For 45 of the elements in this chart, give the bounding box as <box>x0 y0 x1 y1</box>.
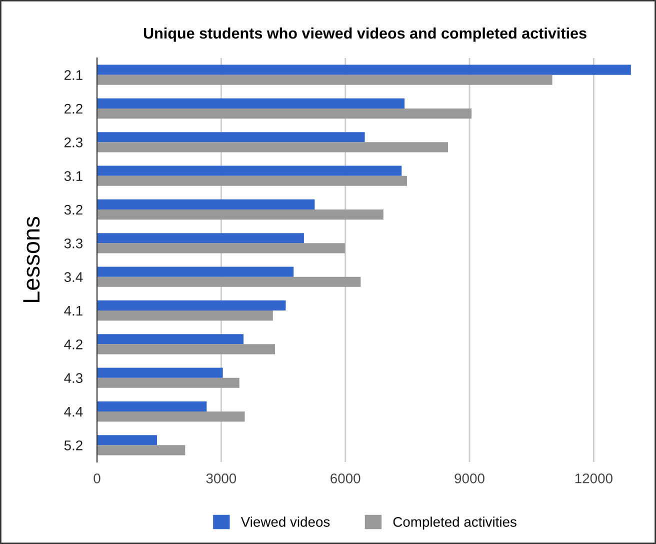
bar <box>97 98 405 108</box>
bar <box>97 176 408 186</box>
bar <box>97 344 275 354</box>
x-tick-label: 6000 <box>330 473 360 484</box>
y-tick-label: 4.4 <box>64 406 83 417</box>
bar <box>97 368 223 378</box>
y-tick-label: 3.2 <box>64 204 82 215</box>
bar <box>97 210 384 220</box>
bar <box>97 166 402 176</box>
bar <box>97 243 345 254</box>
y-tick-label: 3.4 <box>64 272 83 282</box>
bar <box>97 334 244 344</box>
bar <box>97 108 472 119</box>
y-tick-label: 2.3 <box>64 138 82 148</box>
bar <box>97 199 315 210</box>
x-tick-label: 12000 <box>575 473 612 484</box>
bar <box>97 435 158 446</box>
bar <box>97 412 245 422</box>
y-axis-title: Lessons <box>23 216 40 302</box>
y-tick-label: 4.3 <box>64 373 82 384</box>
bar <box>97 132 365 142</box>
y-tick-label: 3.3 <box>64 238 82 248</box>
y-tick-label: 4.1 <box>64 306 82 316</box>
y-tick-label: 5.2 <box>64 440 82 450</box>
bar <box>97 401 207 412</box>
bar <box>97 276 361 287</box>
bar <box>97 300 286 310</box>
bar <box>97 233 304 244</box>
x-tick-label: 3000 <box>206 473 236 484</box>
x-tick-label: 9000 <box>454 473 484 484</box>
y-tick-label: 2.2 <box>64 104 82 114</box>
legend-label: Viewed videos <box>240 516 330 527</box>
x-tick-label: 0 <box>94 473 100 484</box>
bar <box>97 445 186 456</box>
y-tick-label: 4.2 <box>64 340 82 350</box>
chart-title: Unique students who viewed videos and completed activities <box>144 27 586 42</box>
bar <box>97 378 240 388</box>
bar <box>97 310 273 321</box>
y-tick-label: 2.1 <box>64 70 82 80</box>
legend-label: Completed activities <box>393 516 516 530</box>
bar <box>97 74 552 85</box>
bar <box>97 64 631 75</box>
bar <box>97 266 294 277</box>
y-tick-label: 3.1 <box>64 171 82 182</box>
bar <box>97 142 448 152</box>
